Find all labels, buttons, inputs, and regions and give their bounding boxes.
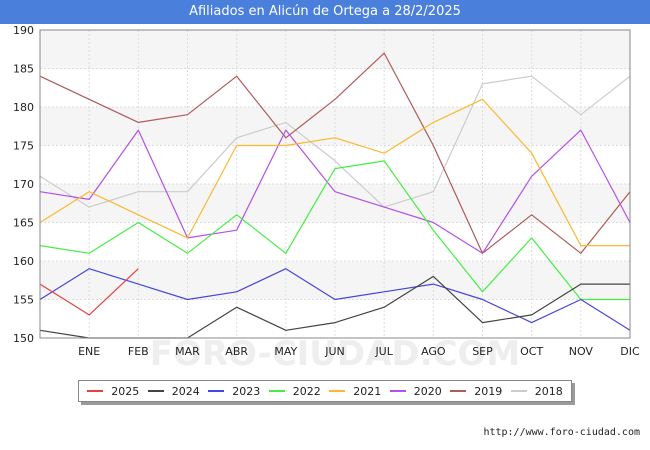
chart-title: Afiliados en Alicún de Ortega a 28/2/202… xyxy=(0,0,650,24)
x-tick-label: ENE xyxy=(78,345,100,358)
legend-item-2019: 2019 xyxy=(450,385,502,398)
y-tick-label: 160 xyxy=(13,255,34,268)
series-line-2022 xyxy=(39,160,630,301)
x-tick-label: SEP xyxy=(472,345,493,358)
legend-item-2023: 2023 xyxy=(208,385,260,398)
legend-swatch xyxy=(389,390,406,392)
series-line-2019 xyxy=(39,52,631,254)
legend-label: 2021 xyxy=(353,384,382,398)
x-tick-label: DIC xyxy=(620,345,640,358)
y-tick-label: 180 xyxy=(13,101,34,114)
legend-swatch xyxy=(268,390,285,392)
legend-label: 2018 xyxy=(534,384,563,398)
x-tick-label: JUL xyxy=(374,345,393,358)
y-tick-label: 155 xyxy=(13,294,34,307)
legend-item-2024: 2024 xyxy=(147,384,200,398)
y-tick-label: 185 xyxy=(13,63,34,76)
x-tick-label: MAY xyxy=(274,345,297,358)
x-tick-label: ABR xyxy=(225,345,248,358)
watermark: FORO-CIUDAD.COM xyxy=(150,334,521,374)
y-tick-label: 190 xyxy=(13,24,34,37)
legend: 2025 2024 2023 2022 2021 2020 2019 2018 xyxy=(78,380,572,402)
legend-item-2020: 2020 xyxy=(389,384,442,398)
legend-item-2025: 2025 xyxy=(87,385,139,398)
x-axis-tick-labels: ENE FEB MAR ABR MAY JUN JUL AGO SEP OCT NOV DIC xyxy=(78,345,640,358)
y-tick-label: 150 xyxy=(13,332,34,345)
legend-label: 2019 xyxy=(474,384,503,398)
legend-label: 2025 xyxy=(111,384,140,398)
legend-swatch xyxy=(329,390,346,392)
series-line-2020 xyxy=(39,129,631,254)
series-line-2021 xyxy=(39,98,630,247)
legend-item-2018: 2018 xyxy=(510,384,563,398)
legend-swatch xyxy=(510,390,527,392)
x-tick-label: NOV xyxy=(569,345,594,358)
y-axis-tick-labels: 150 155 160 165 170 175 180 185 190 xyxy=(13,24,34,345)
legend-label: 2023 xyxy=(232,384,261,398)
legend-swatch xyxy=(87,390,104,392)
legend-label: 2024 xyxy=(171,384,200,398)
source-url[interactable]: http://www.foro-ciudad.com xyxy=(483,427,640,438)
y-tick-label: 170 xyxy=(13,178,34,191)
x-tick-label: MAR xyxy=(175,345,200,358)
legend-item-2021: 2021 xyxy=(329,385,381,398)
series-line-2023 xyxy=(39,268,631,331)
x-tick-label: FEB xyxy=(128,345,149,358)
legend-item-2022: 2022 xyxy=(268,384,321,398)
x-tick-label: AGO xyxy=(421,345,446,358)
series-line-2025 xyxy=(39,268,139,316)
legend-swatch xyxy=(208,390,225,392)
y-tick-label: 165 xyxy=(13,217,34,230)
y-tick-label: 175 xyxy=(13,140,34,153)
series-line-2018 xyxy=(39,75,631,208)
x-tick-label: JUN xyxy=(324,345,345,358)
x-tick-label: OCT xyxy=(520,345,543,358)
legend-label: 2022 xyxy=(292,384,321,398)
plot-frame xyxy=(39,29,631,339)
legend-swatch xyxy=(147,390,164,392)
legend-swatch xyxy=(450,390,467,392)
legend-label: 2020 xyxy=(413,384,442,398)
